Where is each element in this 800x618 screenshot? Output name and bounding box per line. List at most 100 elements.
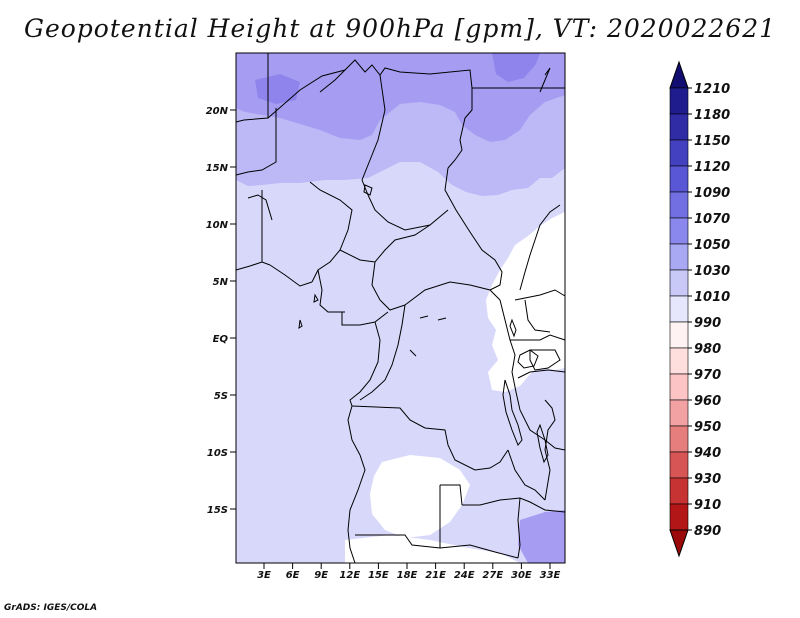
fill-darker-west-patch bbox=[255, 74, 300, 104]
border-line bbox=[371, 261, 406, 311]
colorbar-cell bbox=[669, 139, 689, 167]
colorbar-label: 1180 bbox=[694, 108, 730, 123]
lat-tick-label: 15S bbox=[207, 505, 228, 516]
border-line bbox=[507, 449, 546, 501]
colorbar-cell bbox=[669, 321, 689, 349]
colorbar-bottom-triangle bbox=[669, 529, 689, 558]
colorbar-label: 1150 bbox=[694, 134, 730, 149]
colorbar-label: 930 bbox=[694, 472, 721, 487]
colorbar-cell bbox=[669, 113, 689, 141]
lon-tick-label: 21E bbox=[425, 570, 446, 581]
border-line bbox=[309, 181, 353, 283]
lon-tick-label: 3E bbox=[257, 570, 271, 581]
border-line bbox=[349, 321, 381, 407]
border-line bbox=[339, 224, 431, 263]
colorbar-cell bbox=[669, 295, 689, 323]
colorbar-label: 1010 bbox=[694, 290, 730, 305]
border-line bbox=[539, 67, 551, 93]
colorbar-cell bbox=[669, 373, 689, 401]
colorbar-cell bbox=[669, 87, 689, 115]
lon-tick-label: 15E bbox=[368, 570, 389, 581]
lat-tick-label: EQ bbox=[213, 334, 229, 345]
colorbar-label: 970 bbox=[694, 368, 721, 383]
fill-mid-southeast bbox=[518, 510, 565, 563]
colorbar-cell bbox=[669, 503, 689, 531]
colorbar-label: 1030 bbox=[694, 264, 730, 279]
colorbar-cell bbox=[669, 425, 689, 453]
colorbar-label: 1210 bbox=[694, 82, 730, 97]
border-line bbox=[319, 69, 346, 93]
lat-tick-label: 5S bbox=[214, 391, 228, 402]
border-line bbox=[544, 439, 566, 451]
island bbox=[298, 319, 303, 330]
lon-tick-label: 12E bbox=[339, 570, 360, 581]
border-line bbox=[517, 497, 521, 559]
border-line bbox=[269, 264, 313, 287]
border-line bbox=[544, 399, 556, 501]
lon-tick-label: 6E bbox=[286, 570, 300, 581]
border-line bbox=[517, 369, 566, 379]
border-line bbox=[347, 529, 356, 564]
border-line bbox=[359, 304, 406, 401]
colorbar-cell bbox=[669, 269, 689, 297]
longitude-axis: 3E 6E 9E 12E 15E 18E 21E 24E 27E 30E 33E bbox=[257, 563, 561, 581]
border-line bbox=[367, 194, 449, 231]
colorbar-label: 1090 bbox=[694, 186, 730, 201]
border-line bbox=[351, 405, 509, 471]
colorbar-label: 960 bbox=[694, 394, 721, 409]
border-line bbox=[347, 405, 366, 531]
colorbar: 1210 1180 1150 1120 1090 1070 1050 1030 1010 990 9… bbox=[669, 60, 730, 558]
lon-tick-label: 33E bbox=[540, 570, 561, 581]
border-line bbox=[444, 167, 503, 291]
lakes-and-islands bbox=[298, 184, 549, 464]
latitude-axis: 20N 15N 10N 5N EQ 5S 10S 15S bbox=[206, 106, 236, 516]
colorbar-label: 1050 bbox=[694, 238, 730, 253]
colorbar-label: 890 bbox=[694, 524, 721, 539]
border-line bbox=[328, 311, 389, 326]
border-line bbox=[514, 289, 566, 301]
colorbar-label: 950 bbox=[694, 420, 721, 435]
fill-blank-south-plateau bbox=[370, 455, 470, 538]
border-line bbox=[510, 334, 566, 341]
lake-chad bbox=[363, 184, 373, 196]
border-line bbox=[529, 349, 561, 371]
lat-tick-label: 10S bbox=[207, 448, 228, 459]
colorbar-cell bbox=[669, 217, 689, 245]
border-line bbox=[247, 194, 273, 221]
lat-tick-label: 10N bbox=[206, 220, 229, 231]
border-line bbox=[524, 299, 551, 333]
island bbox=[313, 293, 319, 303]
colorbar-cell bbox=[669, 243, 689, 271]
lat-tick-label: 15N bbox=[206, 163, 229, 174]
border-line bbox=[361, 74, 386, 196]
lake-malawi bbox=[536, 423, 549, 464]
lon-tick-label: 24E bbox=[454, 570, 475, 581]
lon-tick-label: 18E bbox=[397, 570, 418, 581]
height-field-fills bbox=[236, 53, 565, 563]
country-borders bbox=[235, 53, 566, 564]
grads-credit: GrADS: IGES/COLA bbox=[4, 603, 98, 613]
chart-title: Geopotential Height at 900hPa [gpm], VT:… bbox=[23, 14, 777, 43]
lake-victoria bbox=[517, 349, 539, 369]
colorbar-label: 1120 bbox=[694, 160, 730, 175]
colorbar-cell bbox=[669, 347, 689, 375]
colorbar-cell bbox=[669, 165, 689, 193]
colorbar-cell bbox=[669, 191, 689, 219]
colorbar-top-triangle bbox=[669, 60, 689, 89]
fill-dark-north-band bbox=[236, 53, 565, 142]
colorbar-label: 980 bbox=[694, 342, 721, 357]
border-line bbox=[499, 299, 546, 441]
colorbar-label: 1070 bbox=[694, 212, 730, 227]
lon-tick-label: 9E bbox=[314, 570, 328, 581]
lake-tanganyika bbox=[502, 379, 523, 446]
fill-darker-north-patch bbox=[492, 53, 540, 82]
border-line bbox=[440, 484, 463, 506]
colorbar-label: 940 bbox=[694, 446, 721, 461]
lake-albert bbox=[509, 318, 517, 338]
border-line bbox=[235, 261, 271, 271]
lat-tick-label: 5N bbox=[213, 277, 229, 288]
border-line bbox=[235, 53, 269, 123]
island bbox=[409, 315, 447, 357]
colorbar-cell bbox=[669, 399, 689, 427]
